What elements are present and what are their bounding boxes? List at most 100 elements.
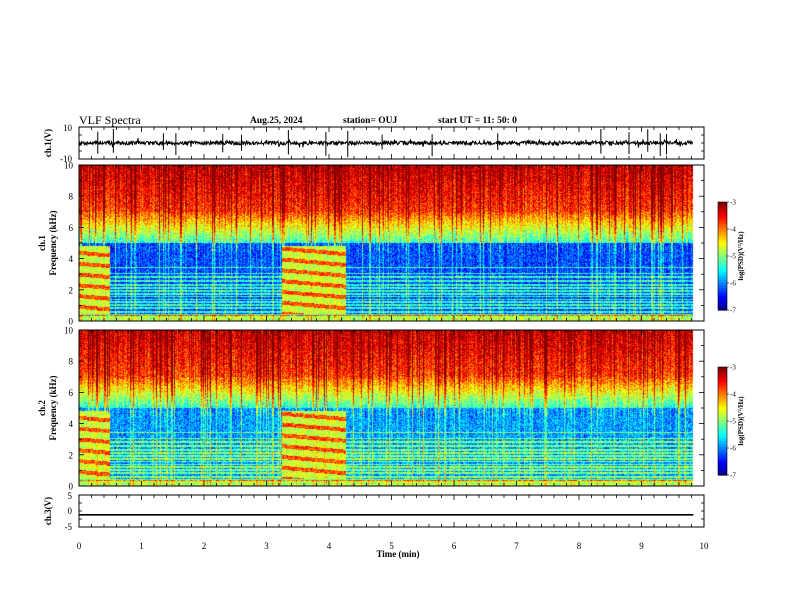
colorbar-swatch: [718, 274, 727, 277]
colorbar-swatch: [718, 451, 727, 454]
time-tick-label: 1: [139, 541, 144, 551]
colorbar-swatch: [718, 389, 727, 392]
ch2-spectrogram-xticks: [78, 330, 705, 486]
colorbar-swatch: [718, 391, 727, 394]
colorbar-swatch: [718, 449, 727, 452]
ch2-spectrogram-image-wrap: [79, 330, 704, 486]
colorbar-swatch: [718, 262, 727, 265]
colorbar-swatch: [718, 240, 727, 243]
colorbar-swatch: [718, 471, 727, 474]
colorbar-swatch: [718, 383, 727, 386]
colorbar-swatch: [718, 252, 727, 255]
colorbar-swatch: [718, 377, 727, 380]
colorbar-swatch: [718, 455, 727, 458]
colorbar-swatch: [718, 425, 727, 428]
colorbar-swatch: [718, 473, 727, 476]
colorbar-swatch: [718, 264, 727, 267]
freq-tick-label: 0: [69, 317, 74, 327]
colorbar-swatch: [718, 411, 727, 414]
freq-tick-label: 10: [64, 326, 74, 336]
colorbar-swatch: [718, 272, 727, 275]
colorbar-swatch: [718, 222, 727, 225]
ch1-spectrogram-image-wrap: [79, 165, 704, 321]
time-tick-label: 9: [639, 541, 644, 551]
colorbar-swatch: [718, 385, 727, 388]
colorbar-swatch: [718, 256, 727, 259]
figure-title: VLF Spectra: [79, 113, 141, 127]
colorbar-swatch: [718, 304, 727, 307]
time-axis-label: Time (min): [376, 549, 419, 559]
colorbar-tick-label: -4: [730, 226, 736, 234]
colorbar-swatch: [718, 286, 727, 289]
ch1-spectrogram-image: [79, 165, 704, 321]
colorbar-swatch: [718, 260, 727, 263]
time-tick-label: 4: [327, 541, 332, 551]
colorbar-swatch: [718, 296, 727, 299]
colorbar-swatch: [718, 246, 727, 249]
colorbar-swatch: [718, 218, 727, 221]
colorbar-swatch: [718, 405, 727, 408]
ch1-spectrogram-ylabel: ch.1 Frequency (kHz): [37, 210, 58, 275]
colorbar-swatch: [718, 459, 727, 462]
time-axis-tick-labels: 0 1 2 3 4 5 6 7 8 9 10: [77, 541, 709, 551]
colorbar-swatch: [718, 379, 727, 382]
ch2-spectrogram-yticks: 0 2 4 6 8 10: [64, 326, 704, 492]
colorbar-swatch: [718, 224, 727, 227]
colorbar-swatch: [718, 369, 727, 372]
colorbar-swatch: [718, 419, 727, 422]
colorbar-swatch: [718, 403, 727, 406]
colorbar-swatch: [718, 375, 727, 378]
colorbar-swatch: [718, 421, 727, 424]
colorbar-swatch: [718, 423, 727, 426]
colorbar-swatch: [718, 230, 727, 233]
freq-tick-label: 2: [69, 450, 74, 460]
colorbar-swatch: [718, 306, 727, 309]
colorbar-swatch: [718, 437, 727, 440]
colorbar-label: log(PSD)(V²/Hz): [737, 231, 745, 281]
colorbar-swatch: [718, 276, 727, 279]
freq-tick-label: 6: [69, 223, 74, 233]
ch1-spectrogram-yticks: 0 2 4 6 8 10: [64, 161, 704, 327]
colorbar-swatch: [718, 220, 727, 223]
date-label: Aug.25, 2024: [250, 116, 303, 126]
colorbar-swatch: [718, 417, 727, 420]
colorbar-swatch: [718, 282, 727, 285]
colorbar-swatch: [718, 300, 727, 303]
colorbar-swatch: [718, 435, 727, 438]
time-tick-label: 0: [77, 541, 82, 551]
colorbar-swatch: [718, 236, 727, 239]
colorbar-swatch: [718, 284, 727, 287]
colorbar-swatch: [718, 413, 727, 416]
time-tick-label: 2: [202, 541, 207, 551]
freq-tick-label: 10: [64, 161, 74, 171]
ch3-waveform-frame: [78, 494, 705, 528]
colorbar-swatch: [718, 266, 727, 269]
ch2-ylabel-frequency: Frequency (kHz): [48, 375, 58, 440]
ch1-colorbar: -3 -4 -5 -6 -7 log(PSD)(V²/Hz): [717, 199, 745, 315]
colorbar-swatch: [718, 441, 727, 444]
colorbar-swatch: [718, 258, 727, 261]
colorbar-swatch: [718, 457, 727, 460]
colorbar-swatch: [718, 294, 727, 297]
colorbar-swatch: [718, 278, 727, 281]
colorbar-swatch: [718, 431, 727, 434]
colorbar-swatch: [718, 268, 727, 271]
colorbar-swatch: [718, 415, 727, 418]
ch2-ylabel-channel: ch.2: [37, 400, 47, 416]
colorbar-swatch: [718, 210, 727, 213]
ch3-waveform-ylabel: ch.3(V): [43, 497, 53, 525]
colorbar-swatch: [718, 232, 727, 235]
ch3-ytick-bottom: -5: [65, 522, 73, 532]
ch1-waveform-panel: 10 -10 ch.1(V): [43, 123, 705, 164]
ch2-colorbar: -3 -4 -5 -6 -7 log(PSD)(V²/Hz): [717, 364, 745, 480]
ch2-spectrogram-ylabel: ch.2 Frequency (kHz): [37, 375, 58, 440]
time-tick-label: 10: [700, 541, 710, 551]
start-time-label: start UT = 11: 50: 0: [438, 116, 517, 126]
ch1-waveform-trace: [78, 129, 694, 158]
ch1-ylabel-channel: ch.1: [37, 235, 47, 251]
freq-tick-label: 2: [69, 285, 74, 295]
colorbar-swatch: [718, 244, 727, 247]
colorbar-swatch: [718, 427, 727, 430]
colorbar-tick-label: -7: [730, 307, 736, 315]
colorbar-swatch: [718, 447, 727, 450]
